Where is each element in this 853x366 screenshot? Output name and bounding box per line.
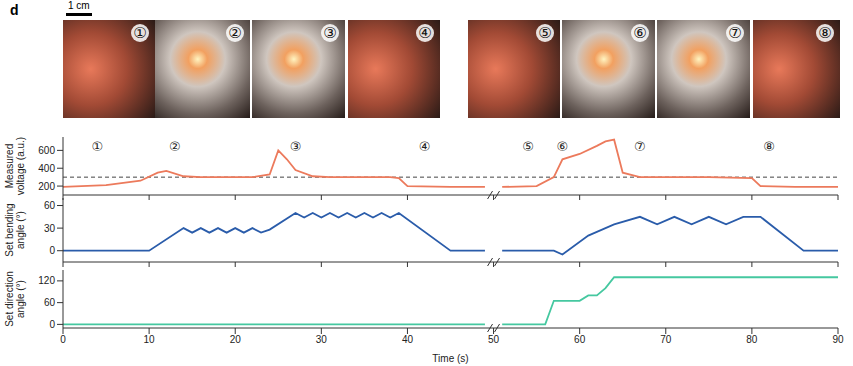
html-text:angle (°): angle (°) — [15, 280, 26, 318]
html-text:Set direction: Set direction — [4, 271, 15, 327]
svg-text:①: ① — [92, 139, 104, 154]
html-text:Measured: Measured — [4, 143, 15, 189]
svg-text:③: ③ — [290, 139, 302, 154]
svg-text:600: 600 — [38, 145, 55, 156]
svg-text:70: 70 — [660, 334, 672, 345]
svg-text:120: 120 — [38, 275, 55, 286]
svg-text:⑥: ⑥ — [557, 139, 569, 154]
html-text:⑤: ⑤ — [538, 24, 552, 42]
html-text:①: ① — [133, 24, 147, 42]
svg-text:60: 60 — [574, 334, 586, 345]
svg-text:⑤: ⑤ — [522, 139, 534, 154]
svg-text:⑦: ⑦ — [634, 139, 646, 154]
html-text:②: ② — [228, 24, 242, 42]
svg-text:0: 0 — [49, 319, 55, 330]
svg-text:0: 0 — [49, 245, 55, 256]
html-text:⑦: ⑦ — [728, 24, 742, 42]
svg-text:Time (s): Time (s) — [432, 353, 468, 364]
html-text:④: ④ — [418, 24, 432, 42]
html-text:angle (°): angle (°) — [15, 211, 26, 249]
svg-text:80: 80 — [746, 334, 758, 345]
svg-text:④: ④ — [419, 139, 431, 154]
svg-text:②: ② — [169, 139, 181, 154]
svg-text:10: 10 — [144, 334, 156, 345]
svg-text:60: 60 — [44, 200, 56, 211]
svg-text:60: 60 — [44, 297, 56, 308]
svg-text:30: 30 — [44, 223, 56, 234]
svg-text:40: 40 — [402, 334, 414, 345]
svg-text:90: 90 — [832, 334, 844, 345]
svg-text:30: 30 — [316, 334, 328, 345]
svg-text:⑧: ⑧ — [763, 139, 775, 154]
html-text:⑧: ⑧ — [818, 24, 832, 42]
html-text:⑥: ⑥ — [633, 24, 647, 42]
html-text:③: ③ — [323, 24, 337, 42]
svg-text:0: 0 — [60, 334, 66, 345]
html-text:voltage (a.u.): voltage (a.u.) — [15, 136, 26, 196]
html-text:d: d — [10, 2, 19, 18]
svg-text:400: 400 — [38, 163, 55, 174]
svg-text:50: 50 — [488, 334, 500, 345]
svg-text:200: 200 — [38, 181, 55, 192]
html-text:Set bending: Set bending — [4, 203, 15, 257]
html-text:1 cm: 1 cm — [68, 0, 90, 11]
svg-text:20: 20 — [230, 334, 242, 345]
